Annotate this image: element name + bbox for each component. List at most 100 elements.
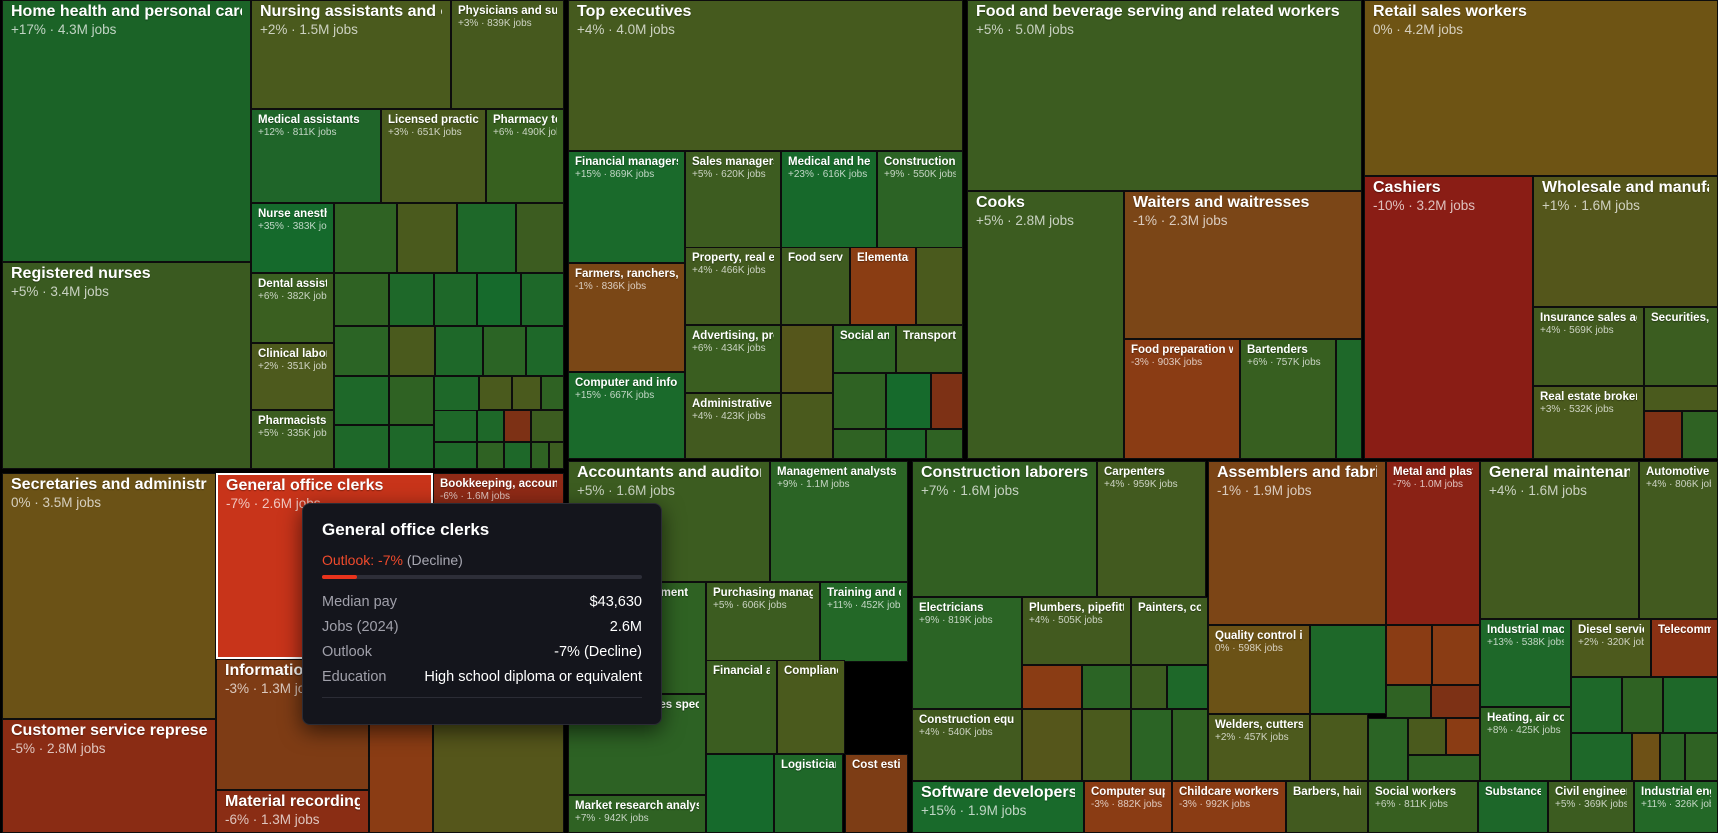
treemap-cell-small[interactable] <box>886 373 931 429</box>
treemap-cell[interactable]: Bartenders +6% · 757K jobs <box>1240 339 1336 459</box>
treemap-cell[interactable]: Top executives +4% · 4.0M jobs <box>568 0 963 151</box>
treemap-cell-small[interactable] <box>334 326 389 376</box>
treemap-cell[interactable]: Assemblers and fabricators -1% · 1.9M job… <box>1208 461 1386 625</box>
treemap-cell[interactable]: Management analysts +9% · 1.1M jobs <box>770 461 908 582</box>
treemap-cell[interactable]: Computer support-3% · 882K jobs <box>1084 781 1172 833</box>
treemap-cell[interactable]: Advertising, promotions+6% · 434K jobs <box>685 325 781 393</box>
treemap-cell[interactable]: Market research analysts +7% · 942K jobs <box>568 795 706 833</box>
treemap-cell[interactable]: Automotive service+4% · 806K jobs <box>1639 461 1718 619</box>
treemap-cell[interactable]: Administrative services+4% · 423K jobs <box>685 393 781 459</box>
treemap-cell[interactable]: Barbers, hairstylists <box>1286 781 1368 833</box>
treemap-cell[interactable]: Securities, commodities <box>1644 307 1718 386</box>
treemap-cell[interactable]: Purchasing managers+5% · 606K jobs <box>706 582 820 662</box>
treemap-cell-small[interactable] <box>389 273 434 326</box>
treemap-cell[interactable]: Home health and personal care +17% · 4.3M… <box>2 0 251 262</box>
treemap-cell-small[interactable] <box>1310 714 1368 781</box>
treemap-cell[interactable]: Secretaries and administrative assistant… <box>2 473 216 719</box>
treemap-cell[interactable]: Licensed practical +3% · 651K jobs <box>381 109 486 203</box>
treemap-cell[interactable]: General maintenance and +4% · 1.6M jobs <box>1480 461 1639 619</box>
treemap-cell-small[interactable] <box>389 376 434 425</box>
treemap-cell-small[interactable] <box>531 410 564 442</box>
treemap-cell[interactable]: Physicians and surgeons+3% · 839K jobs <box>451 0 564 109</box>
treemap-cell-small[interactable] <box>781 393 833 459</box>
treemap-cell-small[interactable] <box>1386 625 1432 685</box>
treemap-cell[interactable]: Quality control inspectors0% · 598K jobs <box>1208 625 1310 714</box>
treemap-cell[interactable]: Pharmacy technicians+6% · 490K jobs <box>486 109 564 203</box>
treemap-cell[interactable]: Construction managers+9% · 550K jobs <box>877 151 963 263</box>
treemap-cell-small[interactable] <box>1446 718 1480 755</box>
treemap-cell[interactable]: Heating, air conditioning+8% · 425K jobs <box>1480 707 1571 781</box>
treemap-cell-small[interactable] <box>1408 755 1480 781</box>
treemap-cell[interactable]: Dental assistants+6% · 382K jobs <box>251 273 334 343</box>
treemap-cell[interactable]: Substance <box>1478 781 1548 833</box>
treemap-cell[interactable]: Construction equipment+4% · 540K jobs <box>912 709 1022 781</box>
treemap-cell-small[interactable] <box>526 326 564 376</box>
treemap-cell[interactable]: Financial analysts <box>706 660 777 754</box>
treemap-cell-small[interactable] <box>541 376 564 410</box>
treemap-cell[interactable]: Customer service representatives -5% · 2.… <box>2 719 216 833</box>
treemap-cell[interactable]: Clinical laboratory+2% · 351K jobs <box>251 343 334 410</box>
treemap-cell-small[interactable] <box>334 203 397 273</box>
treemap-cell[interactable]: Medical assistants +12% · 811K jobs <box>251 109 381 203</box>
treemap-cell-small[interactable] <box>1368 718 1408 781</box>
treemap-cell-small[interactable] <box>781 325 833 393</box>
treemap-cell-small[interactable] <box>1632 733 1660 781</box>
treemap-cell-small[interactable] <box>1172 709 1208 781</box>
treemap-cell-small[interactable] <box>477 273 521 326</box>
treemap-cell-small[interactable] <box>334 273 389 326</box>
treemap-cell[interactable]: Industrial engineers+11% · 326K jobs <box>1634 781 1718 833</box>
treemap-cell[interactable]: Logisticians <box>774 754 843 833</box>
treemap-cell-small[interactable] <box>916 247 963 325</box>
treemap-cell[interactable]: Telecommunications <box>1651 619 1718 677</box>
treemap-cell[interactable]: Food preparation workers-3% · 903K jobs <box>1124 339 1240 459</box>
treemap-cell-small[interactable] <box>1644 411 1682 459</box>
treemap-cell-small[interactable] <box>1310 625 1386 714</box>
treemap-cell-small[interactable] <box>1022 665 1082 709</box>
treemap-cell-small[interactable] <box>926 429 963 459</box>
treemap-cell-small[interactable] <box>479 376 512 410</box>
treemap-cell-small[interactable] <box>434 442 477 469</box>
treemap-cell[interactable]: Social and <box>833 325 896 373</box>
treemap-cell[interactable]: Elementary <box>850 247 916 325</box>
treemap-cell[interactable]: Plumbers, pipefitters+4% · 505K jobs <box>1022 597 1131 665</box>
treemap-cell-small[interactable] <box>706 754 774 833</box>
treemap-cell-small[interactable] <box>483 326 526 376</box>
treemap-cell[interactable]: Material recording clerks -6% · 1.3M jobs <box>216 790 369 833</box>
treemap-cell[interactable]: Civil engineers+5% · 369K jobs <box>1548 781 1634 833</box>
treemap-cell-small[interactable] <box>1022 709 1082 781</box>
treemap-cell[interactable]: Registered nurses +5% · 3.4M jobs <box>2 262 251 469</box>
treemap-cell[interactable]: Welders, cutters, +2% · 457K jobs <box>1208 714 1310 781</box>
treemap-cell[interactable]: Cooks +5% · 2.8M jobs <box>967 191 1124 459</box>
treemap-cell-small[interactable] <box>457 203 516 273</box>
treemap-cell[interactable]: Financial managers +15% · 869K jobs <box>568 151 685 263</box>
treemap-cell-small[interactable] <box>833 373 886 429</box>
treemap-cell-small[interactable] <box>433 719 564 833</box>
treemap-cell[interactable]: Painters, construction <box>1131 597 1208 665</box>
treemap-cell-small[interactable] <box>1644 386 1718 411</box>
treemap-cell[interactable]: Nurse anesthetists+35% · 383K jobs <box>251 203 334 273</box>
treemap-cell[interactable]: Cashiers -10% · 3.2M jobs <box>1364 176 1533 459</box>
treemap-cell-small[interactable] <box>1660 733 1685 781</box>
treemap-cell-small[interactable] <box>504 442 531 469</box>
treemap-cell-small[interactable] <box>435 326 483 376</box>
treemap-cell-small[interactable] <box>931 373 963 429</box>
treemap-cell[interactable]: Transportation <box>896 325 963 373</box>
treemap-cell-small[interactable] <box>1663 677 1718 733</box>
treemap-cell[interactable]: Waiters and waitresses -1% · 2.3M jobs <box>1124 191 1362 339</box>
treemap-cell[interactable]: Insurance sales agents+4% · 569K jobs <box>1533 307 1644 386</box>
treemap-cell[interactable]: Software developers, QA +15% · 1.9M jobs <box>912 781 1084 833</box>
treemap-cell-small[interactable] <box>1682 411 1718 459</box>
treemap-cell-small[interactable] <box>1408 718 1446 755</box>
treemap-cell-small[interactable] <box>477 442 504 469</box>
treemap-cell-small[interactable] <box>1386 685 1431 718</box>
treemap-cell-small[interactable] <box>1431 685 1480 718</box>
treemap-cell-small[interactable] <box>1571 733 1632 781</box>
treemap-cell[interactable]: Social workers +6% · 811K jobs <box>1368 781 1478 833</box>
treemap-cell[interactable]: Wholesale and manufacturing +1% · 1.6M jo… <box>1533 176 1718 307</box>
treemap-cell[interactable]: Industrial machinery+13% · 538K jobs <box>1480 619 1571 707</box>
treemap-cell-small[interactable] <box>434 410 477 442</box>
treemap-cell-small[interactable] <box>334 425 389 469</box>
treemap-cell-small[interactable] <box>1685 733 1718 781</box>
treemap-cell[interactable]: Pharmacists +5% · 335K jobs <box>251 410 334 469</box>
treemap-cell[interactable]: Metal and plastic-7% · 1.0M jobs <box>1386 461 1480 625</box>
